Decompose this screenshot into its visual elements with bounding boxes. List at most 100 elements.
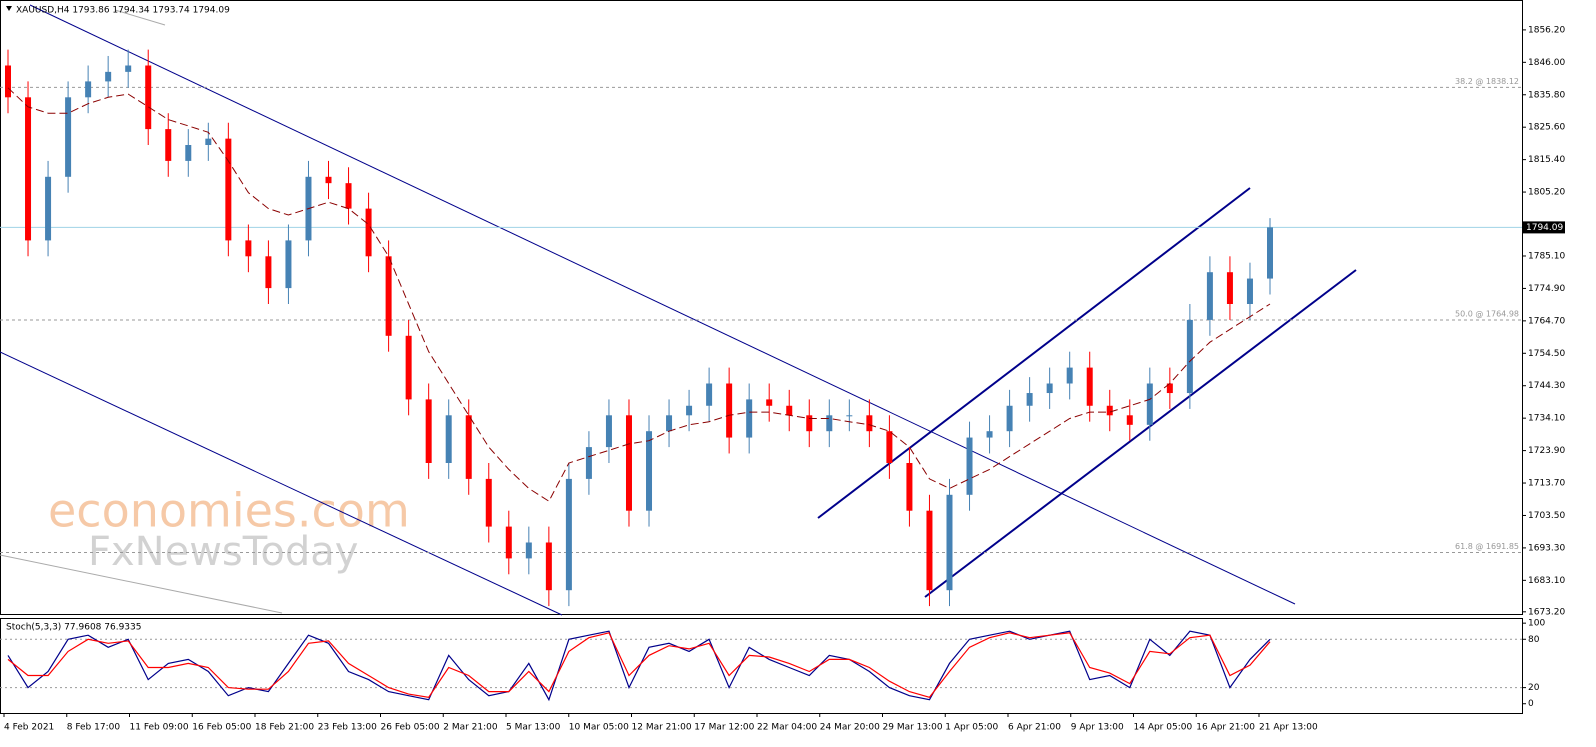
y-tick-label: 0 [1528, 699, 1534, 709]
y-tick-label: 1774.90 [1528, 284, 1565, 294]
candle-body [525, 542, 532, 559]
stoch-line [7, 630, 1271, 702]
y-tick-label: 1785.10 [1528, 251, 1565, 261]
channel-line [924, 269, 1357, 598]
level-label: 50.0 @ 1764.98 [1455, 309, 1519, 318]
candle-body [906, 462, 913, 511]
trend-line [114, 9, 166, 26]
y-tick-label: 1815.40 [1528, 155, 1565, 165]
y-tick-label: 1846.00 [1528, 58, 1565, 68]
x-tick-label: 12 Mar 21:00 [632, 723, 692, 733]
x-tick-label: 9 Apr 13:00 [1071, 723, 1124, 733]
candle-body [1267, 227, 1273, 279]
candle-body [285, 240, 292, 289]
candle-body [926, 510, 933, 591]
candle-body [826, 415, 833, 432]
candle-body [245, 240, 252, 257]
last-price-label: 1794.09 [1526, 223, 1563, 233]
trend-line [0, 554, 283, 614]
level-label: 38.2 @ 1838.12 [1455, 77, 1519, 86]
candle-body [1046, 383, 1053, 394]
candle-body [425, 399, 432, 463]
y-tick-label: 1734.10 [1528, 414, 1565, 424]
candle-body [726, 383, 733, 438]
candle-body [225, 138, 232, 241]
moving-average [7, 87, 1271, 502]
x-tick-label: 10 Mar 05:00 [569, 723, 629, 733]
level-label: 61.8 @ 1691.85 [1455, 542, 1519, 551]
candle-body [5, 65, 11, 98]
x-tick-label: 2 Mar 21:00 [443, 723, 498, 733]
candle-body [686, 405, 693, 416]
trend-line [0, 351, 563, 616]
main-frame [0, 0, 1523, 615]
candle-body [746, 399, 753, 438]
x-tick-label: 26 Feb 05:00 [381, 723, 440, 733]
y-tick-label: 1835.80 [1528, 90, 1565, 100]
candle-body [766, 399, 773, 406]
y-tick-label: 1856.20 [1528, 25, 1565, 35]
candle-body [105, 71, 112, 82]
candle-body [25, 97, 32, 241]
candle-body [545, 542, 552, 591]
candle-body [886, 431, 893, 463]
candle-body [1226, 272, 1233, 305]
watermark: economies.com [48, 484, 410, 538]
y-tick-label: 1805.20 [1528, 188, 1565, 198]
candle-body [1186, 319, 1193, 394]
y-tick-label: 20 [1528, 683, 1540, 693]
channel-line [817, 187, 1251, 519]
stoch-line [7, 632, 1271, 698]
candle-body [45, 176, 52, 241]
y-tick-label: 1754.50 [1528, 349, 1565, 359]
candle-body [565, 478, 572, 591]
x-tick-label: 17 Mar 12:00 [694, 723, 754, 733]
x-tick-label: 16 Apr 21:00 [1196, 723, 1255, 733]
candle-body [966, 437, 973, 495]
candle-body [385, 256, 392, 336]
candle-body [85, 81, 92, 98]
y-tick-label: 100 [1528, 619, 1545, 629]
trend-lines [0, 4, 1357, 616]
x-tick-label: 22 Mar 04:00 [757, 723, 817, 733]
candle-body [265, 256, 272, 289]
watermark: FxNewsToday [88, 529, 358, 575]
x-tick-label: 16 Feb 05:00 [192, 723, 251, 733]
x-tick-label: 21 Apr 13:00 [1259, 723, 1318, 733]
candle-body [625, 415, 632, 511]
candle-body [585, 447, 592, 479]
x-tick-label: 14 Apr 05:00 [1134, 723, 1193, 733]
candle-body [1086, 367, 1093, 406]
x-tick-label: 4 Feb 2021 [4, 723, 54, 733]
y-tick-label: 1703.50 [1528, 511, 1565, 521]
x-tick-label: 5 Mar 13:00 [506, 723, 561, 733]
stoch-title: Stoch(5,3,3) 77.9608 76.9335 [6, 623, 141, 633]
x-tick-label: 11 Feb 09:00 [130, 723, 189, 733]
candle-body [666, 415, 673, 432]
x-tick-label: 8 Feb 17:00 [67, 723, 121, 733]
candle-body [365, 208, 372, 257]
y-tick-label: 1683.10 [1528, 576, 1565, 586]
x-tick-label: 6 Apr 21:00 [1008, 723, 1061, 733]
candle-body [1146, 383, 1153, 425]
candle-body [205, 138, 212, 146]
candle-body [806, 415, 813, 432]
candle-body [986, 431, 993, 438]
candle-body [145, 65, 152, 130]
y-tick-label: 1713.70 [1528, 479, 1565, 489]
candle-body [646, 431, 653, 511]
y-tick-label: 1764.70 [1528, 316, 1565, 326]
candle-body [605, 415, 612, 448]
candle-body [1106, 405, 1113, 416]
candle-body [485, 478, 492, 527]
candle-body [405, 335, 412, 400]
candle-body [786, 405, 793, 416]
y-tick-label: 1723.90 [1528, 446, 1565, 456]
candle-body [1166, 383, 1173, 394]
menu-arrow[interactable] [6, 6, 12, 11]
candle-body [1026, 393, 1033, 406]
y-tick-label: 1673.20 [1528, 607, 1565, 617]
candle-body [505, 526, 512, 559]
